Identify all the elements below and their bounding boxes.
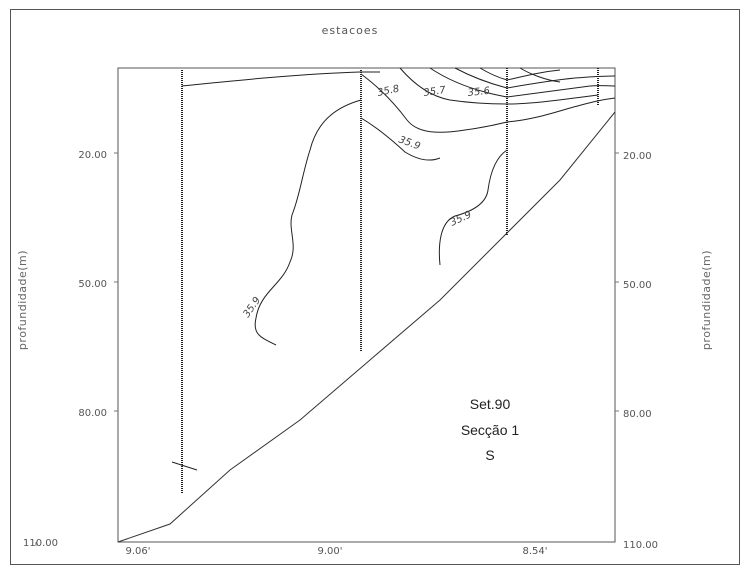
contour-label-359-right: 35.9: [449, 209, 474, 228]
y-tick-right-80: 80.00: [623, 409, 652, 420]
y-tick-right-50: 50.00: [623, 280, 652, 291]
y-tick-left-20: 20.00: [78, 150, 107, 161]
y-tick-right-110: 110.00: [623, 540, 658, 551]
x-tick-906: 9.06': [125, 546, 150, 557]
contour-label-357: 35.7: [423, 85, 447, 99]
y-tick-left-50: 50.00: [78, 279, 107, 290]
annotation-variable: S: [485, 447, 494, 463]
contour-label-356: 35.6: [467, 86, 490, 99]
x-tick-900: 9.00': [317, 546, 342, 557]
contour-358: [360, 73, 508, 133]
contour-label-359-mid: 35.9: [397, 134, 422, 152]
contour-right-5: [506, 97, 616, 123]
chart-frame: [10, 9, 740, 565]
contour-top-left: [181, 71, 380, 87]
contour-right-4: [506, 94, 599, 105]
annotation-section: Secção 1: [461, 422, 520, 438]
y-axis-label-left: profundidade(m): [16, 250, 29, 350]
contour-355: [454, 67, 508, 89]
contour-359-mid: [360, 117, 441, 161]
contour-label-359-left: 35.9: [241, 295, 263, 320]
sea-bottom-profile: [117, 111, 616, 543]
contour-356: [429, 67, 508, 98]
y-axis-label-right: profundidade(m): [700, 250, 713, 350]
y-tick-left-110: 110.00: [23, 538, 58, 549]
contour-357: [399, 67, 508, 105]
contour-right-6: [519, 67, 561, 83]
y-tick-left-80: 80.00: [78, 408, 107, 419]
chart-title: estacoes: [322, 24, 379, 37]
annotation-date: Set.90: [470, 396, 511, 412]
contour-right-3: [506, 85, 616, 98]
x-tick-854: 8.54': [522, 546, 547, 557]
contour-right-2: [506, 75, 616, 89]
contour-label-358: 35.8: [376, 84, 400, 99]
contour-354: [479, 67, 508, 81]
plot-area: [117, 67, 616, 543]
contour-359-left: [254, 99, 362, 346]
contour-359-right: [438, 149, 508, 266]
station-marker: [171, 461, 198, 471]
y-tick-right-20: 20.00: [623, 151, 652, 162]
y-tick-marks: [35, 152, 619, 546]
